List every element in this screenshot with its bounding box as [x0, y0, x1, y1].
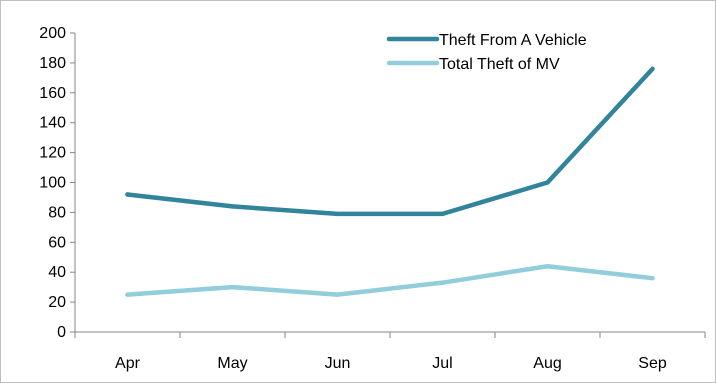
data-point [335, 211, 340, 217]
y-ticks: 0 20 40 60 80 100 120 140 160 180 200 [39, 25, 75, 341]
data-point [125, 192, 130, 197]
y-tick-label: 20 [48, 294, 66, 311]
data-point [545, 264, 550, 269]
legend-label: Total Theft of MV [439, 56, 560, 73]
data-point [440, 280, 445, 285]
y-tick-label: 0 [57, 324, 66, 341]
y-tick-label: 60 [48, 234, 66, 251]
y-tick-label: 120 [39, 145, 66, 162]
data-point [440, 211, 445, 217]
data-point [335, 292, 340, 297]
y-tick-label: 40 [48, 264, 66, 281]
legend: Theft From A Vehicle Total Theft of MV [386, 32, 587, 73]
data-point [650, 275, 655, 281]
y-tick-label: 200 [39, 25, 66, 42]
series-line-2 [125, 263, 655, 297]
y-tick-label: 140 [39, 115, 66, 132]
legend-label: Theft From A Vehicle [439, 32, 587, 49]
data-point [125, 292, 130, 297]
data-point [230, 284, 235, 290]
x-tick-label: May [217, 355, 247, 372]
data-point [545, 180, 550, 185]
series-line-1 [125, 66, 655, 217]
x-tick-label: Jun [325, 355, 351, 372]
axes: 0 20 40 60 80 100 120 140 160 180 200 Apr May Jun Jul… [39, 25, 706, 372]
y-tick-label: 180 [39, 55, 66, 72]
data-point [230, 204, 235, 209]
y-tick-label: 160 [39, 85, 66, 102]
y-tick-label: 80 [48, 204, 66, 221]
x-tick-label: Sep [638, 355, 667, 372]
x-tick-label: Jul [432, 355, 452, 372]
series-layer [125, 66, 655, 297]
x-tick-label: Apr [115, 355, 141, 372]
data-point [650, 66, 655, 72]
y-tick-label: 100 [39, 175, 66, 192]
x-tick-label: Aug [533, 355, 561, 372]
x-ticks: Apr May Jun Jul Aug Sep [74, 332, 706, 372]
